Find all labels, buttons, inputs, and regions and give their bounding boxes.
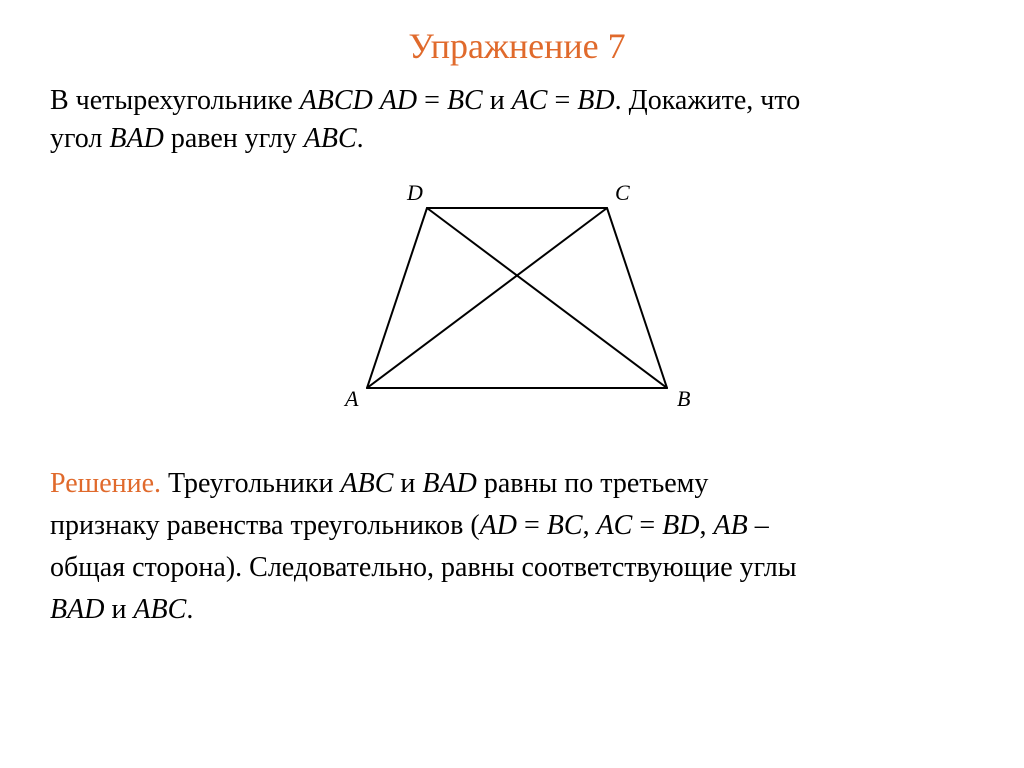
var-ad: AD xyxy=(380,85,417,116)
solution-part: равны по третьему xyxy=(477,468,709,499)
var-bd: BD xyxy=(577,85,614,116)
svg-text:D: D xyxy=(406,180,423,205)
space xyxy=(373,85,380,116)
problem-text-part: равен углу xyxy=(164,123,304,154)
var-bc: BC xyxy=(447,85,483,116)
problem-text-part: . xyxy=(357,123,364,154)
problem-text: В четырехугольнике ABCD AD = BC и AC = B… xyxy=(50,82,984,158)
var-ac: AC xyxy=(597,510,633,541)
solution-part: общая сторона). Следовательно, равны соо… xyxy=(50,552,797,583)
var-bad: BAD xyxy=(422,468,476,499)
equals: = xyxy=(547,85,577,116)
dash: – xyxy=(748,510,769,541)
equals: = xyxy=(632,510,662,541)
and: и xyxy=(483,85,512,116)
solution-text: Решение. Треугольники ABC и BAD равны по… xyxy=(50,463,984,631)
var-abcd: ABCD xyxy=(300,85,373,116)
equals: = xyxy=(517,510,547,541)
svg-text:A: A xyxy=(343,386,359,411)
solution-part: Треугольники xyxy=(161,468,340,499)
svg-text:B: B xyxy=(677,386,690,411)
slide: Упражнение 7 В четырехугольнике ABCD AD … xyxy=(0,0,1024,768)
var-ab: AB xyxy=(713,510,747,541)
var-abc: ABC xyxy=(341,468,394,499)
problem-text-part: угол xyxy=(50,123,109,154)
figure: A B C D xyxy=(50,178,984,423)
svg-text:C: C xyxy=(615,180,630,205)
comma: , xyxy=(699,510,713,541)
var-abc: ABC xyxy=(133,594,186,625)
exercise-title: Упражнение 7 xyxy=(50,25,984,67)
equals: = xyxy=(417,85,447,116)
problem-text-part: . Докажите, что xyxy=(615,85,801,116)
problem-text-part: В четырехугольнике xyxy=(50,85,300,116)
var-abc: ABC xyxy=(304,123,357,154)
var-bd: BD xyxy=(662,510,699,541)
solution-part: . xyxy=(186,594,193,625)
solution-part: признаку равенства треугольников ( xyxy=(50,510,480,541)
quadrilateral-diagram: A B C D xyxy=(327,178,707,418)
comma: , xyxy=(583,510,597,541)
var-bad: BAD xyxy=(109,123,163,154)
solution-part: и xyxy=(104,594,133,625)
var-bad: BAD xyxy=(50,594,104,625)
var-ad: AD xyxy=(480,510,517,541)
solution-part: и xyxy=(393,468,422,499)
var-ac: AC xyxy=(512,85,548,116)
var-bc: BC xyxy=(547,510,583,541)
solution-label: Решение. xyxy=(50,468,161,499)
